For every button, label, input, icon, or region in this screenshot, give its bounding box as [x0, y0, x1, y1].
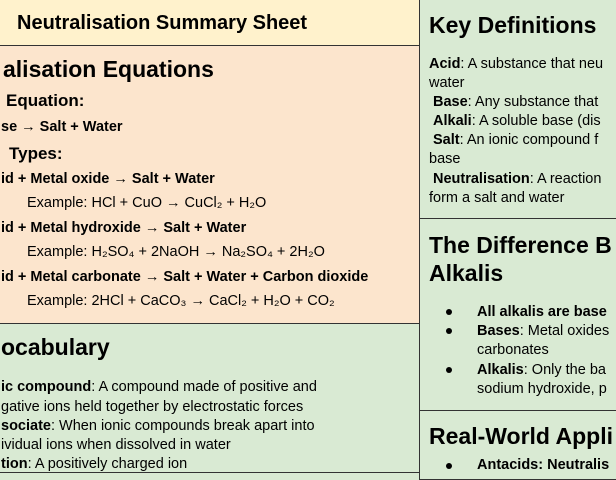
difference-line: carbonates [477, 343, 549, 358]
definition-line: base [429, 152, 460, 167]
definition-term: Acid [429, 56, 461, 72]
definition-term: Neutralisation [433, 171, 530, 187]
definition-text: base [429, 151, 461, 167]
vocab-line: sociate: When ionic compounds break apar… [1, 419, 315, 434]
difference-term: Alkalis [477, 362, 524, 378]
difference-term: All alkalis are base [477, 304, 607, 320]
definition-term: Alkali [433, 113, 472, 129]
general-equation-label: Equation: [6, 91, 85, 110]
vocab-line: tion: A positively charged ion [1, 457, 187, 472]
difference-heading-line2: Alkalis [429, 260, 504, 286]
vocab-term: tion [1, 456, 28, 472]
difference-line: All alkalis are base [477, 305, 607, 320]
definition-line: Base: Any substance that [433, 95, 598, 110]
vocab-text: : When ionic compounds break apart into [50, 418, 315, 434]
type-example: Example: H₂SO₄ + 2NaOH → Na₂SO₄ + 2H₂O [27, 244, 325, 260]
vocabulary-heading: ocabulary [1, 334, 110, 360]
type-example: Example: HCl + CuO → CuCl₂ + H₂O [27, 195, 267, 211]
vocab-text: : A positively charged ion [27, 456, 188, 472]
general-equation: se → Salt + Water [1, 119, 123, 135]
difference-line: Bases: Metal oxides [477, 324, 609, 339]
vocab-text: : A compound made of positive and [91, 379, 317, 395]
difference-heading: The Difference B [429, 232, 612, 258]
vocab-text: gative ions held together by electrostat… [1, 399, 304, 415]
vocab-line: ividual ions when dissolved in water [1, 438, 231, 453]
bullet-icon [446, 367, 452, 373]
definition-line: Salt: An ionic compound f [433, 133, 598, 148]
definitions-heading: Key Definitions [429, 12, 597, 38]
vocab-term: sociate [1, 418, 51, 434]
types-label: Types: [9, 144, 63, 163]
difference-text: sodium hydroxide, p [477, 381, 607, 397]
definition-text: form a salt and water [429, 190, 565, 206]
definition-line: form a salt and water [429, 191, 564, 206]
definition-line: water [429, 76, 464, 91]
applications-heading: Real-World Appli [429, 423, 613, 449]
title-box: Neutralisation Summary Sheet [0, 0, 420, 46]
definition-text: water [429, 75, 465, 91]
type-rule: id + Metal carbonate → Salt + Water + Ca… [1, 269, 369, 285]
difference-text: carbonates [477, 342, 549, 358]
definition-text: : A soluble base (dis [471, 113, 601, 129]
difference-section: The Difference B Alkalis All alkalis are… [419, 218, 616, 411]
bullet-icon [446, 328, 452, 334]
bullet-icon [446, 463, 452, 469]
definition-text: : Any substance that [467, 94, 599, 110]
definition-line: Neutralisation: A reaction [433, 172, 601, 187]
definition-text: : An ionic compound f [459, 132, 599, 148]
definitions-section: Key Definitions Acid: A substance that n… [419, 0, 616, 219]
vocab-line: ic compound: A compound made of positive… [1, 380, 317, 395]
type-example: Example: 2HCl + CaCO₃ → CaCl₂ + H₂O + CO… [27, 293, 335, 309]
difference-text: : Metal oxides [519, 323, 610, 339]
difference-line: sodium hydroxide, p [477, 382, 607, 397]
definition-line: Acid: A substance that neu [429, 57, 603, 72]
application-item: Antacids: Neutralis [477, 457, 610, 473]
definition-text: : A substance that neu [460, 56, 604, 72]
definition-line: Alkali: A soluble base (dis [433, 114, 601, 129]
equations-heading: alisation Equations [3, 56, 214, 82]
type-rule: id + Metal oxide → Salt + Water [1, 171, 215, 187]
definition-term: Base [433, 94, 468, 110]
vocab-term: ic compound [1, 379, 92, 395]
difference-text: : Only the ba [523, 362, 606, 378]
page-title: Neutralisation Summary Sheet [17, 12, 308, 34]
vocab-line: gative ions held together by electrostat… [1, 400, 303, 415]
vocabulary-section: ocabulary ic compound: A compound made o… [0, 323, 420, 473]
difference-line: Alkalis: Only the ba [477, 363, 606, 378]
bullet-icon [446, 309, 452, 315]
equations-section: alisation Equations Equation: se → Salt … [0, 45, 420, 324]
definition-term: Salt [433, 132, 460, 148]
vocab-text: ividual ions when dissolved in water [1, 437, 231, 453]
definition-text: : A reaction [529, 171, 602, 187]
applications-section: Real-World Appli Antacids: Neutralis [419, 410, 616, 480]
type-rule: id + Metal hydroxide → Salt + Water [1, 220, 247, 236]
difference-term: Bases [477, 323, 520, 339]
